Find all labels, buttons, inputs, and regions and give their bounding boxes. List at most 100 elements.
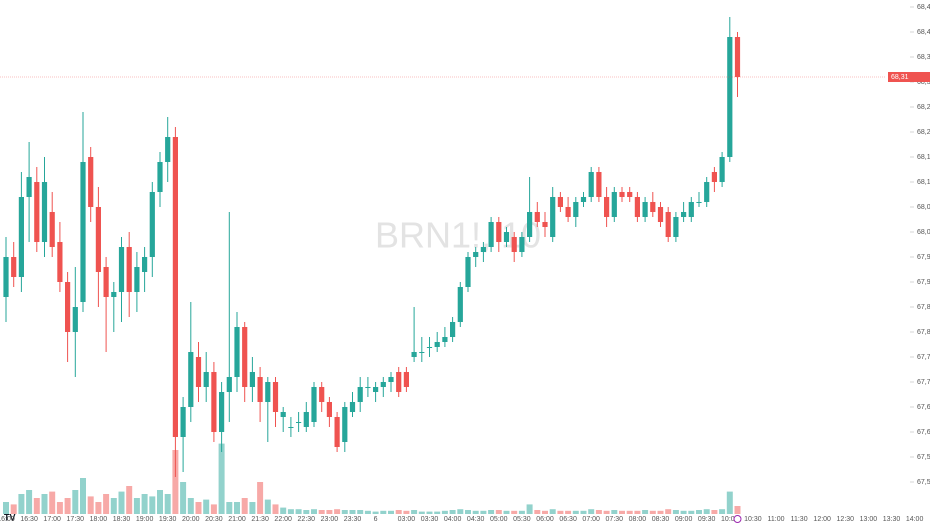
y-tick-label: 67,65 [917, 404, 930, 411]
candle-body [72, 307, 78, 332]
x-tick-label: 10:30 [744, 516, 762, 523]
candle-body [434, 342, 440, 347]
candle-body [142, 257, 148, 272]
candle-body [165, 137, 171, 162]
candle-body [373, 387, 379, 392]
y-tick-label: 67,85 [917, 304, 930, 311]
x-tick-label: 13:30 [883, 516, 901, 523]
volume-bar [680, 510, 687, 514]
candle-body [550, 197, 556, 237]
candle-body [111, 292, 117, 297]
volume-bar [172, 450, 179, 514]
y-tick-label: 67,70 [917, 379, 930, 386]
x-tick-label: 03:00 [398, 516, 416, 523]
candle-body [172, 137, 178, 437]
last-price-box [888, 72, 930, 82]
x-tick-label: 05:30 [513, 516, 531, 523]
candle-body [681, 212, 687, 217]
x-tick-label: 16:30 [20, 516, 38, 523]
volume-bar [488, 510, 495, 514]
x-tick-label: 20:00 [182, 516, 200, 523]
y-tick-label: 68,20 [917, 129, 930, 136]
volume-bar [164, 494, 171, 514]
price-axis [886, 0, 930, 525]
candle-body [611, 192, 617, 217]
volume-bar [711, 510, 718, 514]
x-tick-label: 16:00 [0, 516, 15, 523]
candle-body [473, 252, 479, 257]
y-tick-label: 67,75 [917, 354, 930, 361]
volume-bar [26, 490, 33, 514]
candle-body [488, 222, 494, 247]
volume-bar [341, 510, 348, 514]
volume-bar [688, 510, 695, 514]
volume-bar [210, 504, 217, 514]
volume-bar [511, 510, 518, 514]
candle-body [503, 232, 510, 242]
candle-body [688, 202, 694, 217]
volume-bar [226, 502, 233, 514]
volume-bar [372, 511, 379, 514]
x-tick-label: 17:30 [67, 516, 85, 523]
candle-body [496, 222, 502, 242]
candle-body [604, 197, 610, 217]
volume-bar [703, 509, 710, 514]
candle-body [288, 427, 294, 428]
y-tick-label: 68,15 [917, 154, 930, 161]
x-tick-label: 05:00 [490, 516, 508, 523]
candle-body [734, 37, 741, 77]
candle-body [542, 222, 548, 227]
volume-bar [257, 482, 264, 514]
candle-body [519, 237, 525, 252]
volume-bar [103, 494, 110, 514]
volume-bar [649, 510, 656, 514]
volume-bar [187, 498, 194, 514]
volume-bar [411, 510, 418, 514]
volume-bar [642, 510, 649, 514]
volume-bar [234, 502, 240, 514]
candle-body [388, 377, 394, 382]
volume-bar [480, 510, 487, 514]
y-tick-label: 67,90 [917, 279, 930, 286]
volume-bar [518, 510, 525, 514]
volume-bar [619, 510, 625, 514]
x-tick-label: 14:00 [906, 516, 924, 523]
volume-bar [118, 491, 125, 514]
y-tick-label: 68,00 [917, 229, 930, 236]
volume-bar [580, 510, 587, 514]
x-tick-label: 22:30 [298, 516, 316, 523]
volume-bar [465, 510, 471, 514]
candle-body [627, 192, 633, 197]
candle-body [657, 207, 664, 222]
volume-bar [657, 510, 664, 514]
volume-bar [195, 502, 202, 514]
volume-bar [80, 478, 86, 514]
volume-bar [280, 507, 287, 514]
volume-bar [696, 510, 702, 514]
x-tick-label: 23:30 [344, 516, 362, 523]
candle-body [211, 372, 217, 432]
candle-body [11, 257, 17, 277]
volume-bar [549, 509, 556, 514]
candle-body [257, 377, 263, 402]
volume-bar [326, 510, 333, 514]
x-tick-label: 20:30 [205, 516, 223, 523]
candle-body [126, 247, 132, 292]
candle-body [149, 192, 155, 257]
candle-body [696, 202, 702, 203]
candle-body [642, 202, 648, 217]
candle-body [588, 172, 594, 197]
volume-bar [110, 498, 117, 514]
candle-body [95, 207, 101, 272]
volume-bar [41, 494, 48, 514]
candle-body [265, 382, 271, 402]
x-tick-label: 09:30 [698, 516, 716, 523]
volume-bar [87, 496, 94, 514]
candle-body [280, 412, 286, 417]
volume-bar [141, 494, 148, 514]
candle-body [534, 212, 540, 222]
x-tick-label: 06:30 [559, 516, 577, 523]
candle-body [3, 257, 9, 297]
volume-bar [72, 490, 79, 514]
